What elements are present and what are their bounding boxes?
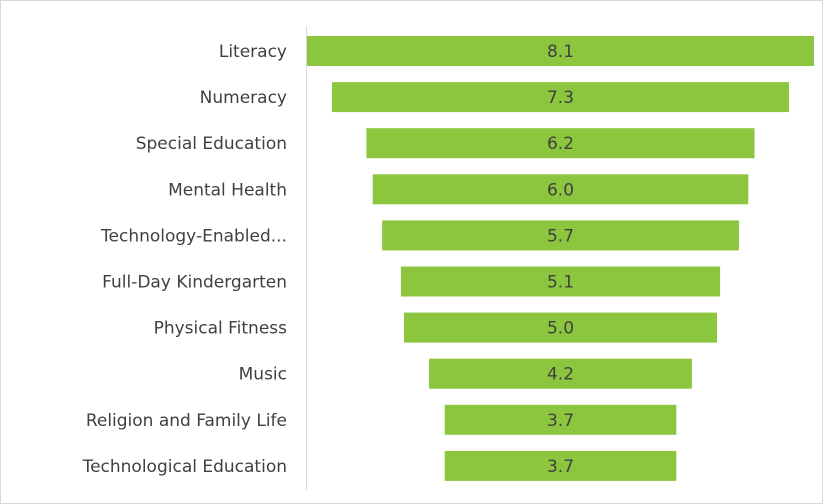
bar	[444, 450, 677, 481]
bar	[429, 358, 692, 389]
data-label: 3.7	[547, 457, 574, 477]
category-label: Mental Health	[168, 180, 287, 200]
bar	[332, 82, 789, 113]
bar	[444, 404, 677, 435]
category-label: Full-Day Kindergarten	[102, 273, 287, 293]
data-label: 5.7	[547, 226, 574, 246]
data-label: 6.2	[547, 134, 574, 154]
data-label: 4.2	[547, 365, 574, 385]
data-label: 8.1	[547, 42, 574, 62]
bar	[366, 128, 755, 159]
data-label: 7.3	[547, 88, 574, 108]
data-label: 5.1	[547, 273, 574, 293]
category-label: Technological Education	[82, 457, 287, 477]
data-label: 3.7	[547, 411, 574, 431]
category-label: Special Education	[136, 134, 287, 154]
bar	[400, 266, 721, 297]
data-label: 6.0	[547, 180, 574, 200]
data-label: 5.0	[547, 319, 574, 339]
bar	[382, 220, 739, 251]
bar	[404, 312, 717, 343]
category-label: Religion and Family Life	[86, 411, 287, 431]
category-label: Physical Fitness	[154, 319, 288, 339]
category-label: Technology-Enabled...	[100, 226, 287, 246]
category-label: Literacy	[219, 42, 287, 62]
category-label: Music	[239, 365, 287, 385]
bar	[372, 174, 749, 205]
bar	[307, 36, 814, 66]
category-label: Numeracy	[200, 88, 287, 108]
